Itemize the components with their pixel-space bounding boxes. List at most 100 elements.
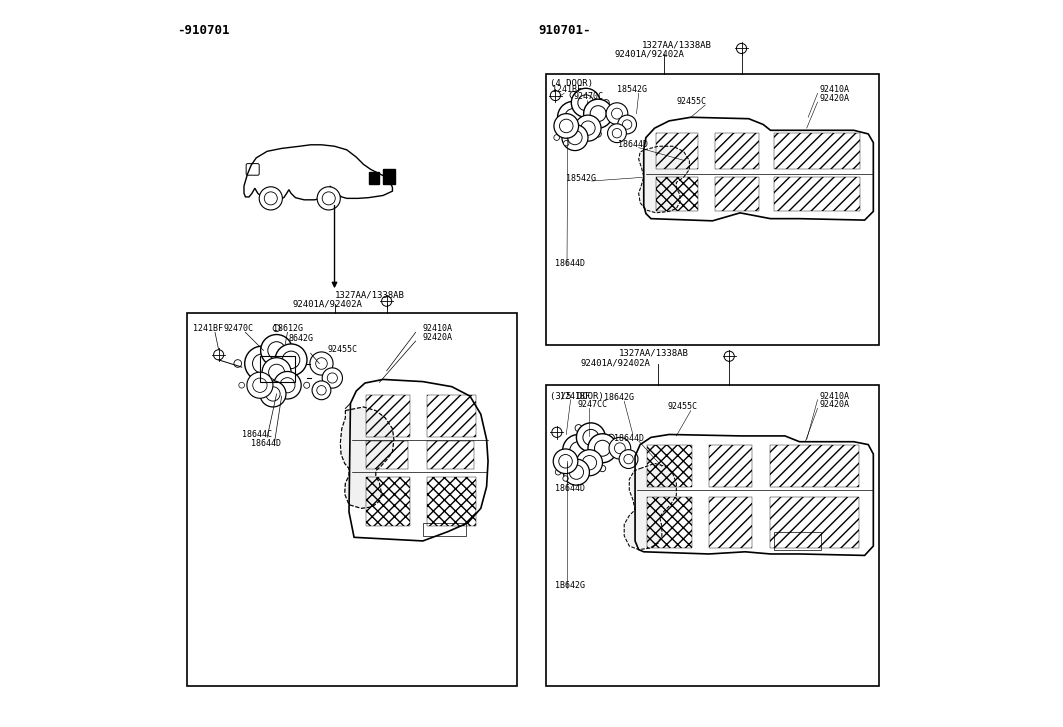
Circle shape: [611, 108, 623, 119]
Circle shape: [273, 371, 301, 399]
Text: 92470C: 92470C: [574, 92, 604, 102]
Circle shape: [269, 364, 285, 380]
Circle shape: [253, 354, 272, 373]
Text: -910701: -910701: [176, 24, 230, 37]
Circle shape: [273, 389, 280, 395]
Text: 18644D: 18644D: [614, 433, 644, 443]
Bar: [187, 313, 517, 686]
Circle shape: [583, 430, 598, 446]
Bar: [423, 523, 467, 536]
Text: 18644C: 18644C: [241, 430, 272, 439]
Circle shape: [578, 95, 594, 111]
Circle shape: [614, 443, 625, 454]
Circle shape: [317, 385, 326, 395]
Circle shape: [563, 140, 569, 146]
Circle shape: [595, 131, 602, 137]
Circle shape: [322, 192, 335, 205]
Circle shape: [618, 115, 637, 134]
Circle shape: [562, 435, 594, 466]
Circle shape: [564, 108, 583, 126]
Bar: [771, 497, 859, 548]
Circle shape: [571, 88, 601, 117]
Text: 92401A/92402A: 92401A/92402A: [580, 359, 651, 368]
Polygon shape: [639, 146, 690, 213]
Circle shape: [268, 342, 285, 359]
Bar: [546, 385, 879, 686]
Circle shape: [584, 99, 612, 128]
Text: 18644D: 18644D: [555, 483, 586, 493]
Circle shape: [619, 450, 638, 468]
Circle shape: [259, 187, 283, 210]
Text: 18644D: 18644D: [251, 438, 282, 448]
Text: 92420A: 92420A: [423, 333, 453, 342]
Text: 18542G: 18542G: [567, 174, 596, 182]
Circle shape: [575, 115, 601, 141]
Circle shape: [569, 460, 574, 465]
Circle shape: [555, 469, 561, 475]
Circle shape: [317, 187, 340, 210]
Circle shape: [280, 377, 296, 393]
Circle shape: [606, 103, 628, 124]
Circle shape: [322, 368, 342, 388]
Bar: [774, 177, 860, 212]
Text: 9247CC: 9247CC: [578, 401, 608, 409]
Text: 1327AA/1338AB: 1327AA/1338AB: [335, 291, 404, 300]
Text: 92410A: 92410A: [820, 392, 849, 401]
Circle shape: [594, 441, 610, 457]
Circle shape: [266, 387, 281, 401]
Polygon shape: [340, 407, 394, 508]
Bar: [427, 441, 474, 468]
Circle shape: [316, 358, 327, 369]
Circle shape: [327, 373, 337, 383]
Bar: [709, 497, 753, 548]
Circle shape: [247, 372, 273, 398]
Text: 18542G: 18542G: [617, 85, 647, 95]
Text: 18644D: 18644D: [619, 140, 648, 148]
Text: 18644D: 18644D: [555, 259, 586, 268]
Circle shape: [588, 434, 617, 462]
Bar: [427, 477, 476, 526]
Circle shape: [570, 92, 577, 98]
Circle shape: [623, 120, 631, 129]
Circle shape: [234, 360, 241, 367]
Circle shape: [612, 129, 622, 138]
Circle shape: [580, 121, 595, 135]
Bar: [367, 441, 408, 468]
Circle shape: [575, 425, 583, 432]
Bar: [715, 177, 759, 212]
Circle shape: [583, 456, 596, 470]
Text: 92455C: 92455C: [676, 97, 706, 106]
Circle shape: [253, 378, 267, 393]
Circle shape: [559, 454, 572, 468]
Bar: [647, 497, 692, 548]
Circle shape: [569, 465, 584, 479]
Bar: [656, 177, 698, 212]
Bar: [647, 445, 692, 486]
Text: 18642G: 18642G: [604, 393, 634, 402]
Text: 1241BF: 1241BF: [552, 85, 581, 95]
Circle shape: [608, 434, 614, 441]
Bar: [367, 477, 410, 526]
Circle shape: [553, 449, 578, 473]
Circle shape: [600, 465, 606, 472]
Text: 92410A: 92410A: [820, 85, 849, 95]
Bar: [546, 74, 879, 345]
Text: (3/5 DOOR): (3/5 DOOR): [551, 392, 604, 401]
Bar: [656, 133, 698, 169]
Bar: [427, 395, 476, 438]
Text: 92455C: 92455C: [668, 403, 697, 411]
Bar: [369, 172, 378, 184]
Circle shape: [576, 423, 605, 452]
Polygon shape: [624, 463, 676, 550]
Circle shape: [559, 119, 573, 133]
Text: 92420A: 92420A: [820, 401, 849, 409]
Text: 92410A: 92410A: [423, 324, 453, 333]
Text: 1327AA/1338AB: 1327AA/1338AB: [642, 40, 711, 49]
Circle shape: [624, 454, 634, 464]
Bar: [367, 395, 410, 438]
Text: 92455C: 92455C: [327, 345, 357, 354]
Text: 1327AA/1338AB: 1327AA/1338AB: [619, 349, 688, 358]
Text: 1B642G: 1B642G: [555, 582, 586, 590]
Circle shape: [239, 382, 244, 388]
Circle shape: [576, 450, 603, 475]
